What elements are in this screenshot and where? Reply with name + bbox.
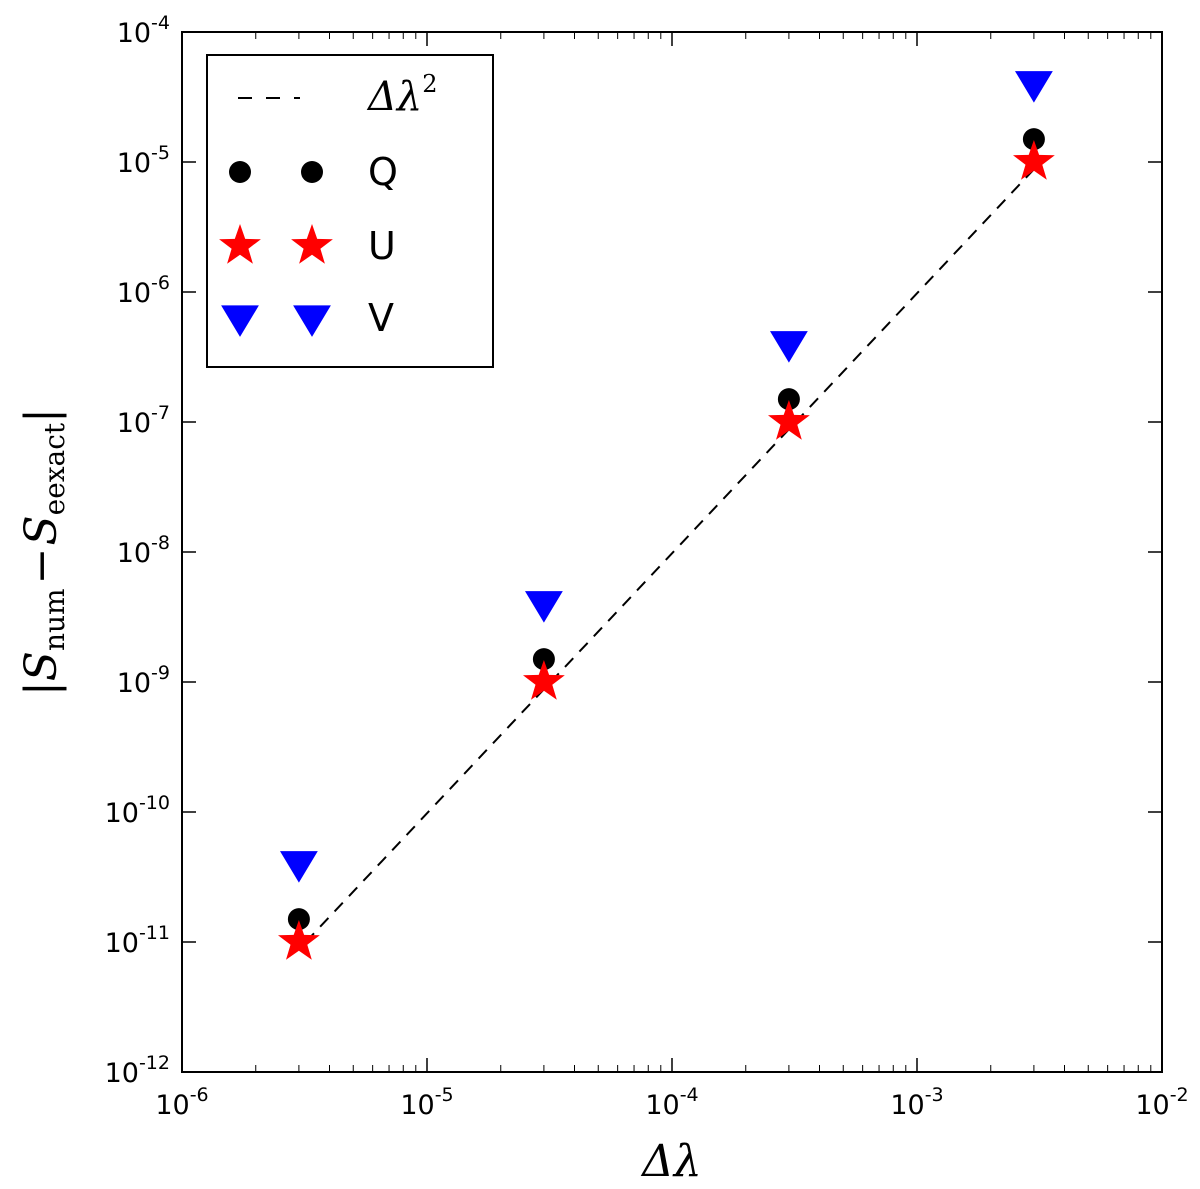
tick-labels: 10-6 10-5 10-4 10-3 10-210-410-510-610-710-8…: [105, 12, 1189, 1121]
legend-swatch-u: [219, 224, 261, 264]
y-tick-label: 10-6: [117, 272, 170, 309]
y-label-minus: −: [16, 548, 67, 585]
y-tick-base: 10: [117, 668, 151, 699]
y-tick-exp: -10: [139, 792, 170, 814]
x-tick-base: 10: [890, 1090, 924, 1121]
y-tick-exp: -4: [151, 12, 170, 34]
x-tick-exp: -2: [1170, 1084, 1189, 1106]
legend-label-base: Δλ: [366, 74, 422, 120]
point-v: [279, 851, 318, 883]
y-tick-label: 10-7: [117, 402, 170, 439]
y-label-bar-close: |: [16, 408, 67, 423]
legend-swatch-v: [293, 305, 331, 337]
y-tick-label: 10-4: [117, 12, 170, 49]
point-u: [1013, 140, 1055, 180]
y-label-sub2: eexact: [38, 422, 71, 515]
y-tick-exp: -11: [139, 922, 170, 944]
y-tick-base: 10: [105, 928, 139, 959]
y-tick-base: 10: [105, 1058, 139, 1089]
y-tick-exp: -6: [151, 272, 170, 294]
legend-label: U: [368, 224, 396, 268]
x-tick-base: 10: [645, 1090, 679, 1121]
plot-frame: [181, 31, 1163, 1073]
y-tick-exp: -5: [151, 142, 170, 164]
point-u: [278, 920, 320, 960]
x-tick-exp: -4: [680, 1084, 699, 1106]
legend-label: Q: [368, 150, 398, 194]
x-tick-label: 10-2: [1135, 1084, 1188, 1121]
y-tick-base: 10: [117, 278, 151, 309]
y-label-s1: S: [16, 651, 67, 681]
legend-swatch-q: [229, 161, 251, 183]
point-u: [523, 660, 565, 700]
point-v: [1014, 71, 1053, 103]
y-tick-label: 10-9: [117, 662, 170, 699]
x-tick-exp: -6: [190, 1084, 209, 1106]
legend-swatch-u: [291, 224, 333, 264]
point-q: [287, 908, 310, 931]
x-tick-base: 10: [155, 1090, 189, 1121]
y-label-sub1: num: [38, 588, 71, 651]
x-tick-base: 10: [400, 1090, 434, 1121]
legend-label: V: [368, 296, 394, 340]
x-tick-label: 10-5: [400, 1084, 453, 1121]
point-q: [1022, 128, 1045, 151]
legend-box: [206, 54, 494, 368]
y-tick-exp: -7: [151, 402, 170, 424]
y-tick-exp: -9: [151, 662, 170, 684]
x-tick-base: 10: [1135, 1090, 1169, 1121]
legend-swatch-q: [301, 161, 323, 183]
y-tick-base: 10: [117, 408, 151, 439]
y-tick-label: 10-10: [105, 792, 170, 829]
x-tick-exp: -3: [925, 1084, 944, 1106]
y-axis-label: |Snum−Seexact|: [16, 408, 71, 696]
x-tick-label: 10-4: [645, 1084, 698, 1121]
legend-label-exp: 2: [422, 70, 437, 98]
legend-swatch-v: [221, 305, 259, 337]
x-tick-label: 10-3: [890, 1084, 943, 1121]
y-tick-label: 10-12: [105, 1052, 170, 1089]
point-q: [777, 388, 800, 411]
x-tick-label: 10-6: [155, 1084, 208, 1121]
y-tick-base: 10: [117, 18, 151, 49]
point-v: [769, 331, 808, 363]
trend-line-dl2: [305, 161, 1042, 943]
y-tick-base: 10: [105, 798, 139, 829]
y-tick-base: 10: [117, 538, 151, 569]
y-tick-label: 10-11: [105, 922, 170, 959]
y-tick-exp: -8: [151, 532, 170, 554]
y-tick-base: 10: [117, 148, 151, 179]
legend: Δλ2 QUV: [206, 54, 494, 368]
point-q: [532, 648, 555, 671]
data-marks: [278, 71, 1055, 960]
legend-label: Δλ2: [366, 70, 438, 120]
y-tick-exp: -12: [139, 1052, 170, 1074]
y-tick-label: 10-8: [117, 532, 170, 569]
x-tick-exp: -5: [435, 1084, 454, 1106]
point-v: [524, 591, 563, 623]
point-u: [768, 400, 810, 440]
y-label-s2: S: [16, 515, 67, 545]
y-tick-label: 10-5: [117, 142, 170, 179]
x-axis-label: Δλ: [640, 1136, 702, 1187]
y-label-bar-open: |: [16, 681, 67, 696]
